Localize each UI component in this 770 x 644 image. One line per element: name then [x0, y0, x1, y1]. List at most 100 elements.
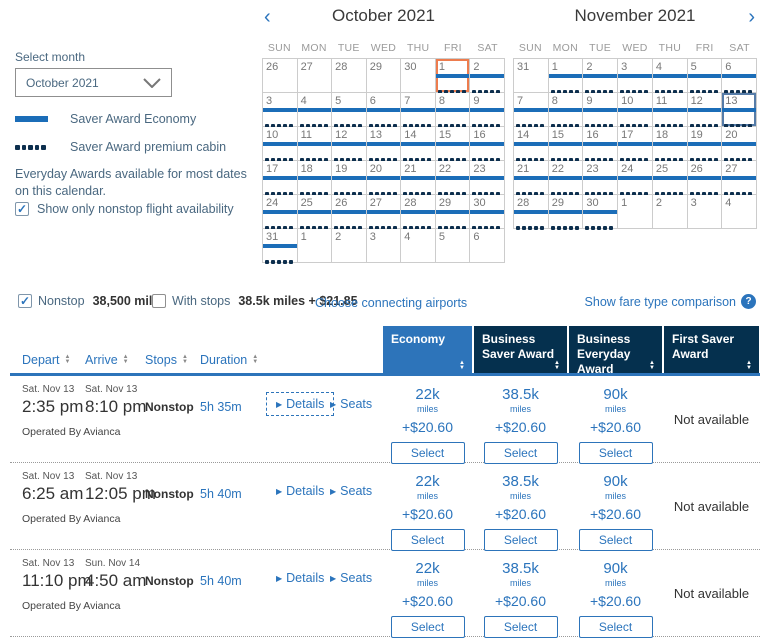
calendar-day-november-12[interactable]: 12 [687, 93, 723, 128]
column-header-arrive[interactable]: Arrive ▲ ▼ [85, 353, 129, 367]
calendar-day-november-20[interactable]: 20 [722, 127, 757, 162]
calendar-day-october-6[interactable]: 6 [366, 93, 402, 128]
calendar-day-november-13[interactable]: 13 [722, 93, 757, 128]
calendar-day-october-27[interactable]: 27 [366, 195, 402, 230]
calendar-day-november-9[interactable]: 9 [583, 93, 619, 128]
calendar-day-november-7[interactable]: 7 [514, 93, 549, 128]
select-button[interactable]: Select [483, 529, 558, 551]
calendar-day-october-2[interactable]: 2 [470, 59, 505, 94]
calendar-day-november-28[interactable]: 28 [514, 195, 549, 230]
duration-value[interactable]: 5h 35m [200, 400, 242, 414]
calendar-day-october-7[interactable]: 7 [401, 93, 436, 128]
select-button[interactable]: Select [390, 616, 465, 638]
seats-link[interactable]: ▶ Seats [330, 571, 373, 585]
column-header-duration[interactable]: Duration ▲ ▼ [200, 353, 258, 367]
calendar-day-october-12[interactable]: 12 [332, 127, 367, 162]
calendar-day-november-24[interactable]: 24 [618, 161, 653, 196]
calendar-day-october-14[interactable]: 14 [401, 127, 436, 162]
calendar-day-october-19[interactable]: 19 [332, 161, 367, 196]
calendar-day-october-5[interactable]: 5 [332, 93, 367, 128]
calendar-day-october-20[interactable]: 20 [366, 161, 402, 196]
calendar-day-november-23[interactable]: 23 [583, 161, 619, 196]
fare-header-business-saver-award[interactable]: Business Saver Award ▲ ▼ [474, 326, 567, 375]
calendar-day-november-3[interactable]: 3 [618, 59, 653, 94]
calendar-day-october-25[interactable]: 25 [297, 195, 333, 230]
select-button[interactable]: Select [483, 616, 558, 638]
calendar-day-november-22[interactable]: 22 [548, 161, 584, 196]
select-button[interactable]: Select [578, 529, 653, 551]
select-button[interactable]: Select [578, 616, 653, 638]
calendar-day-november-15[interactable]: 15 [548, 127, 584, 162]
calendar-day-october-16[interactable]: 16 [470, 127, 505, 162]
calendar-day-october-26[interactable]: 26 [332, 195, 367, 230]
choose-connecting-airports-link[interactable]: Choose connecting airports [315, 296, 468, 310]
calendar-day-october-18[interactable]: 18 [297, 161, 333, 196]
fare-header-economy[interactable]: Economy ▲ ▼ [383, 326, 472, 375]
calendar-day-october-15[interactable]: 15 [435, 127, 471, 162]
calendar-day-november-6[interactable]: 6 [722, 59, 757, 94]
calendar-day-october-3[interactable]: 3 [263, 93, 298, 128]
calendar-day-november-10[interactable]: 10 [618, 93, 653, 128]
calendar-day-october-21[interactable]: 21 [401, 161, 436, 196]
calendar-day-october-1[interactable]: 1 [435, 59, 471, 94]
month-dropdown[interactable]: October 2021 [15, 68, 172, 97]
calendar-day-october-10[interactable]: 10 [263, 127, 298, 162]
nonstop-filter[interactable]: ✓ Nonstop 38,500 miles [18, 294, 166, 308]
seats-link[interactable]: ▶ Seats [330, 397, 373, 411]
select-button[interactable]: Select [578, 442, 653, 464]
duration-value[interactable]: 5h 40m [200, 574, 242, 588]
duration-value[interactable]: 5h 40m [200, 487, 242, 501]
calendar-day-october-23[interactable]: 23 [470, 161, 505, 196]
calendar-day-november-27[interactable]: 27 [722, 161, 757, 196]
calendar-day-november-25[interactable]: 25 [652, 161, 688, 196]
column-header-depart[interactable]: Depart ▲ ▼ [22, 353, 70, 367]
calendar-day-october-31[interactable]: 31 [263, 229, 298, 264]
calendar-day-november-19[interactable]: 19 [687, 127, 723, 162]
nonstop-availability-checkbox[interactable]: ✓ Show only nonstop flight availability [15, 202, 234, 216]
calendar-day-november-14[interactable]: 14 [514, 127, 549, 162]
calendar-day-october-11[interactable]: 11 [297, 127, 333, 162]
help-icon[interactable]: ? [741, 294, 756, 309]
calendar-day-november-8[interactable]: 8 [548, 93, 584, 128]
calendar-day-october-29[interactable]: 29 [435, 195, 471, 230]
fare-header-first-saver-award[interactable]: First Saver Award ▲ ▼ [664, 326, 759, 375]
calendar-day-october-8[interactable]: 8 [435, 93, 471, 128]
checkbox-unchecked-icon[interactable] [152, 294, 166, 308]
checkbox-checked-icon[interactable]: ✓ [18, 294, 32, 308]
calendar-day-november-17[interactable]: 17 [618, 127, 653, 162]
calendar-day-october-24[interactable]: 24 [263, 195, 298, 230]
calendar-day-october-28[interactable]: 28 [401, 195, 436, 230]
calendar-day-november-30[interactable]: 30 [583, 195, 619, 230]
calendar-day-november-11[interactable]: 11 [652, 93, 688, 128]
calendar-day-november-2[interactable]: 2 [583, 59, 619, 94]
calendar-day-november-18[interactable]: 18 [652, 127, 688, 162]
checkbox-checked-icon[interactable]: ✓ [15, 202, 29, 216]
calendar-day-november-1[interactable]: 1 [548, 59, 584, 94]
select-button[interactable]: Select [390, 529, 465, 551]
calendar-day-october-30[interactable]: 30 [470, 195, 505, 230]
column-header-stops[interactable]: Stops ▲ ▼ [145, 353, 188, 367]
details-link[interactable]: ▶ Details [266, 392, 335, 416]
fare-header-business-everyday-award[interactable]: Business Everyday Award ▲ ▼ [569, 326, 662, 376]
select-button[interactable]: Select [390, 442, 465, 464]
calendar-day-october-9[interactable]: 9 [470, 93, 505, 128]
calendar-day-november-26[interactable]: 26 [687, 161, 723, 196]
seats-link[interactable]: ▶ Seats [330, 484, 373, 498]
with-stops-filter[interactable]: With stops 38.5k miles + $21.85 [152, 294, 358, 308]
calendar-day-november-21[interactable]: 21 [514, 161, 549, 196]
calendar-day-october-22[interactable]: 22 [435, 161, 471, 196]
calendar-day-october-17[interactable]: 17 [263, 161, 298, 196]
details-link[interactable]: ▶ Details [276, 571, 325, 585]
prev-month-chevron-icon[interactable]: ‹ [264, 6, 271, 28]
calendar-day-october-4[interactable]: 4 [297, 93, 333, 128]
calendar-day-october-13[interactable]: 13 [366, 127, 402, 162]
details-link[interactable]: ▶ Details [276, 484, 325, 498]
calendar-day-november-29[interactable]: 29 [548, 195, 584, 230]
next-month-chevron-icon[interactable]: › [748, 6, 755, 28]
day-number: 30 [404, 61, 417, 73]
calendar-day-november-5[interactable]: 5 [687, 59, 723, 94]
calendar-day-november-16[interactable]: 16 [583, 127, 619, 162]
show-fare-type-comparison-link[interactable]: Show fare type comparison [584, 294, 736, 309]
select-button[interactable]: Select [483, 442, 558, 464]
calendar-day-november-4[interactable]: 4 [652, 59, 688, 94]
